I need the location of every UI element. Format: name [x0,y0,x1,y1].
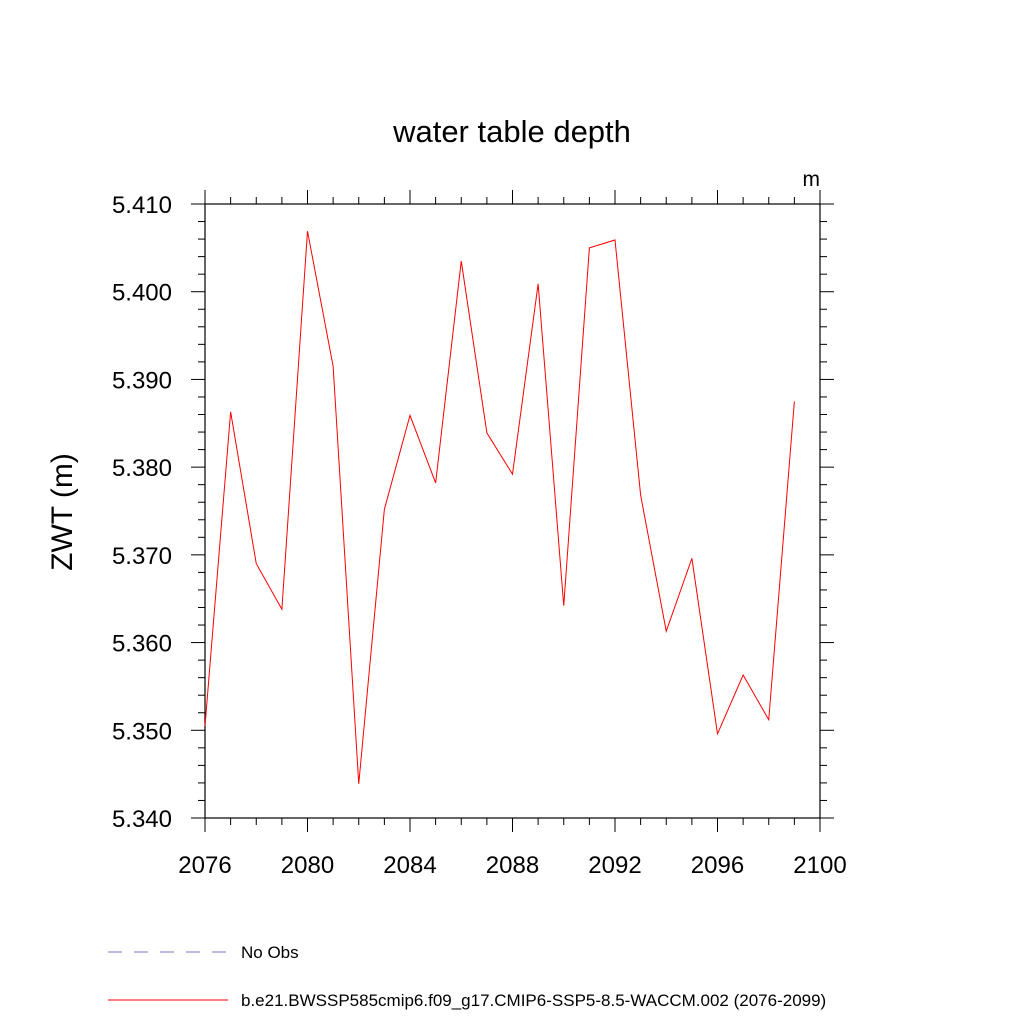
x-tick-label: 2092 [588,852,641,879]
x-tick-label: 2088 [486,852,539,879]
x-tick-label: 2076 [178,852,231,879]
plot-frame [204,203,821,819]
x-tick-label: 2080 [281,852,334,879]
y-tick-label: 5.410 [112,192,172,219]
y-tick-label: 5.380 [112,455,172,482]
y-axis-label: ZWT (m) [46,453,79,571]
series-line [204,231,795,784]
y-tick-label: 5.350 [112,718,172,745]
y-tick-label: 5.360 [112,631,172,658]
y-tick-label: 5.400 [112,280,172,307]
y-tick-label: 5.340 [112,806,172,833]
x-tick-label: 2084 [383,852,436,879]
units-label: m [803,168,821,191]
chart-title: water table depth [392,114,631,149]
x-tick-label: 2100 [793,852,846,879]
y-tick-label: 5.390 [112,367,172,394]
legend-label: No Obs [241,943,299,962]
x-tick-label: 2096 [691,852,744,879]
legend-label: b.e21.BWSSP585cmip6.f09_g17.CMIP6-SSP5-8… [241,991,826,1010]
y-tick-label: 5.370 [112,543,172,570]
